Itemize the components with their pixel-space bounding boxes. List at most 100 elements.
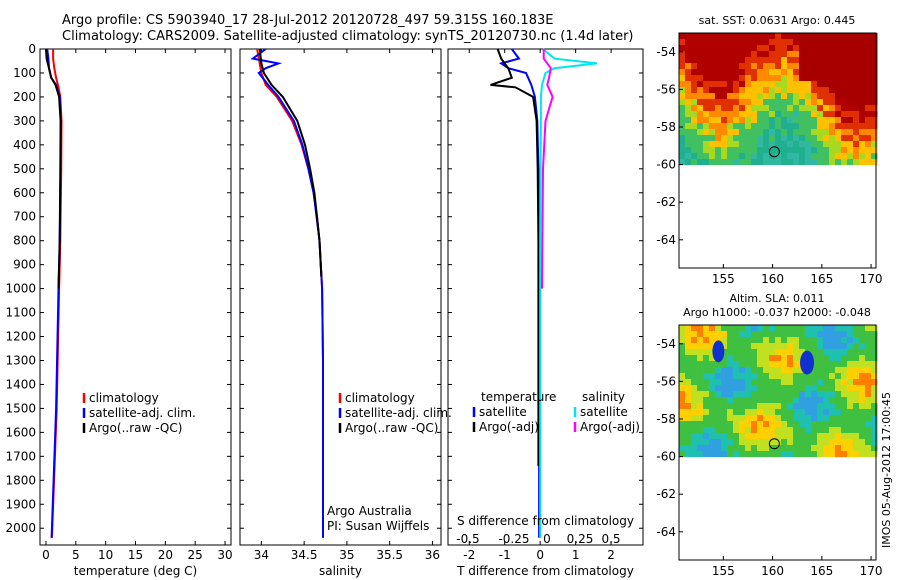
sst_map-cell	[763, 117, 770, 124]
sla_map-cell	[823, 421, 830, 428]
sst_map-cell	[709, 63, 716, 70]
sst_map-cell	[769, 69, 776, 76]
sst_map-cell	[817, 141, 824, 148]
sla_map-cell	[829, 445, 836, 452]
sst_map-cell	[715, 99, 722, 106]
sst_map-cell	[685, 117, 692, 124]
difference-xtick-label: 2	[607, 548, 615, 562]
sla_map-cell	[835, 451, 842, 458]
sst_map-cell	[859, 93, 866, 100]
sla_map-cell	[829, 343, 836, 350]
sst_map-cell	[871, 99, 878, 106]
sla_map-cell	[721, 385, 728, 392]
sla_map-cell	[685, 415, 692, 422]
sst_map-cell	[805, 33, 812, 40]
sst_map-cell	[859, 57, 866, 64]
sla_map-cell	[727, 379, 734, 386]
sst_map-cell	[727, 39, 734, 46]
sst_map-cell	[781, 111, 788, 118]
sst_map-cell	[781, 147, 788, 154]
sla_map-cell	[715, 403, 722, 410]
sla_map-cell	[715, 331, 722, 338]
sst_map-cell	[823, 39, 830, 46]
sla_map-cell	[865, 373, 872, 380]
sst_map-cell	[829, 57, 836, 64]
sla_map-cell	[787, 337, 794, 344]
sst_map-cell	[805, 63, 812, 70]
sst_map-cell	[769, 141, 776, 148]
sla_map-cell	[805, 403, 812, 410]
sla_map-ytick-label: -58	[656, 412, 676, 426]
sla_map-cell	[859, 349, 866, 356]
sst_map-cell	[715, 153, 722, 160]
sla_map-cell	[823, 379, 830, 386]
sst_map-cell	[853, 123, 860, 130]
sst_map-cell	[787, 129, 794, 136]
sst_map-cell	[733, 105, 740, 112]
sla_map-argo-marker	[768, 438, 780, 450]
sst_map-cell	[871, 87, 878, 94]
sla_map-cell	[859, 391, 866, 398]
sla_map-cell	[805, 331, 812, 338]
sst_map-frame	[678, 32, 877, 269]
sst_map-cell	[805, 93, 812, 100]
sla_map-cell	[841, 361, 848, 368]
sst_map-cell	[733, 123, 740, 130]
sst_map-cell	[709, 153, 716, 160]
sst_map-cell	[781, 153, 788, 160]
sst_map-cell	[811, 39, 818, 46]
sst_map-cell	[865, 105, 872, 112]
sst_map-cell	[823, 99, 830, 106]
sla_map-cell	[751, 421, 758, 428]
sst_map-cell	[853, 87, 860, 94]
sla_map-cell	[727, 367, 734, 374]
sla_map-cell	[865, 337, 872, 344]
sla_map-cell	[865, 439, 872, 446]
sst_map-cell	[835, 45, 842, 52]
sst_map-cell	[811, 141, 818, 148]
sla_map-cell	[865, 409, 872, 416]
sla_map-cell	[871, 331, 878, 338]
sst_map-cell	[859, 75, 866, 82]
sla_map-cell	[733, 325, 740, 332]
sst_map-cell	[775, 135, 782, 142]
difference-top-tick-label: -0.5	[456, 532, 479, 546]
salinity-annotation-1: Argo Australia	[327, 504, 412, 518]
sst_map-cell	[811, 81, 818, 88]
sla_map-cell	[793, 361, 800, 368]
sst_map-cell	[787, 39, 794, 46]
sla_map-cell	[853, 391, 860, 398]
sla_map-cell	[727, 433, 734, 440]
sla_map-cell	[715, 385, 722, 392]
sst_map-cell	[739, 69, 746, 76]
sst_map-cell	[745, 159, 752, 166]
sla_map-cell	[799, 325, 806, 332]
sla_map-cell	[823, 373, 830, 380]
sla_map-cell	[817, 427, 824, 434]
sla_map-cell	[715, 451, 722, 458]
sst_map-cell	[697, 69, 704, 76]
sst_map-cell	[847, 117, 854, 124]
sst_map-cell	[853, 75, 860, 82]
sst_map-cell	[775, 57, 782, 64]
sla_map-cell	[859, 337, 866, 344]
sst_map-cell	[811, 153, 818, 160]
sst_map-cell	[793, 93, 800, 100]
sst_map-cell	[859, 135, 866, 142]
sla_map-cell	[691, 391, 698, 398]
sla_map-cell	[847, 373, 854, 380]
sst_map-cell	[709, 33, 716, 40]
salinity-xtick-label: 36	[425, 548, 440, 562]
sst_map-cell	[799, 117, 806, 124]
sla_map-cell	[853, 337, 860, 344]
sst_map-cell	[721, 147, 728, 154]
sst_map-cell	[871, 153, 878, 160]
sla_map-cell	[697, 355, 704, 362]
sla_map-cell	[835, 373, 842, 380]
sst_map-cell	[685, 111, 692, 118]
sla_map-cell	[811, 349, 818, 356]
sst_map-cell	[799, 93, 806, 100]
temperature-xtick-label: 20	[158, 548, 173, 562]
sla_map-cell	[799, 337, 806, 344]
sla_map-cell	[691, 415, 698, 422]
